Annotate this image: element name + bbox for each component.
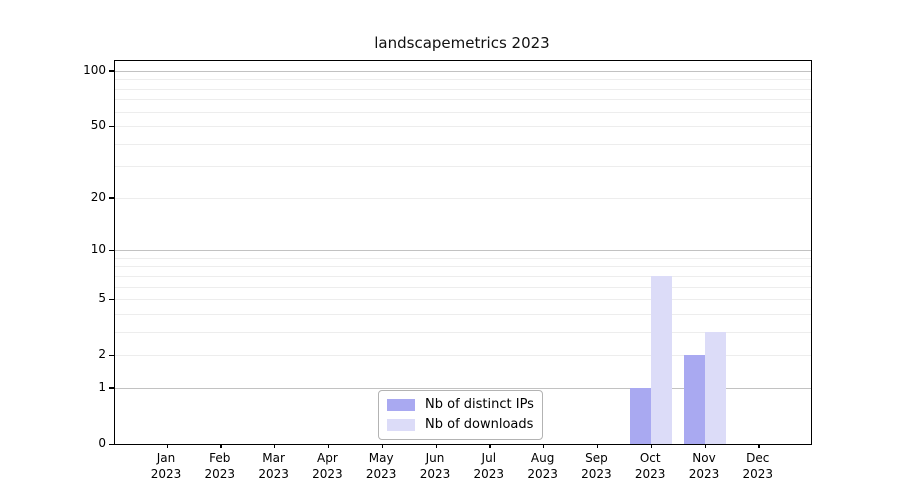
x-tick-label-month: Apr [317,451,338,465]
x-tick-label-year: 2023 [419,467,451,481]
y-gridline [115,143,811,145]
y-tick-mark [108,443,114,445]
x-tick-mark [435,444,437,448]
x-tick-label: Feb 2023 [192,450,248,482]
y-tick-mark [108,197,114,199]
x-tick-label: Jun 2023 [407,450,463,482]
x-tick-label: Jul 2023 [461,450,517,482]
x-tick-label-year: 2023 [312,467,343,481]
y-tick-label: 1 [98,379,106,394]
y-gridline [115,257,811,259]
x-tick-label-year: 2023 [688,467,720,481]
legend-label: Nb of distinct IPs [425,397,534,412]
x-tick-label-year: 2023 [258,467,289,481]
x-tick-label-month: Oct [639,451,661,465]
x-tick-label-year: 2023 [473,467,505,481]
y-tick-label: 2 [98,347,106,362]
y-tick-label: 50 [90,118,106,132]
y-gridline [115,126,811,127]
y-gridline [115,299,811,301]
x-tick-mark [381,444,384,448]
x-tick-label-year: 2023 [365,467,397,481]
y-gridline [115,111,811,113]
y-gridline [115,166,811,168]
x-tick-label-month: Nov [692,451,716,465]
x-tick-label-year: 2023 [204,467,236,481]
x-tick-label-month: Jun [425,451,445,465]
y-gridline [115,197,811,199]
x-tick-label: Jan 2023 [138,450,194,482]
y-tick-label: 20 [90,189,106,204]
y-gridline [115,88,811,90]
x-tick-mark [543,444,545,448]
chart-title: landscapemetrics 2023 [374,34,550,52]
x-tick-label: Apr 2023 [299,450,355,482]
y-tick-mark [108,70,114,72]
legend-item-distinct-ips: Nb of distinct IPs [385,395,536,415]
x-tick-label: Oct 2023 [622,450,678,482]
x-tick-mark [758,444,760,448]
x-tick-label-month: Jul [481,451,497,465]
x-tick-mark [274,444,276,448]
x-tick-label: May 2023 [353,450,409,482]
y-tick-label: 10 [90,242,106,257]
y-tick-mark [108,387,114,389]
legend-swatch-icon [387,419,415,431]
legend-swatch-icon [387,399,415,411]
y-gridline [115,99,811,101]
x-tick-mark [704,444,706,448]
x-tick-label-month: Jan [156,451,176,465]
y-gridline [115,250,811,252]
x-tick-mark [220,444,222,448]
x-tick-label: Dec 2023 [730,450,786,482]
legend: Nb of distinct IPs Nb of downloads [378,390,543,440]
y-gridline [115,266,811,268]
y-gridline [115,313,811,315]
x-tick-mark [596,444,599,448]
y-tick-mark [108,298,114,300]
x-tick-mark [650,444,653,448]
y-gridline [115,275,811,277]
legend-item-downloads: Nb of downloads [385,415,536,435]
y-tick-label: 100 [83,62,106,77]
x-tick-label-month: Sep [585,451,608,465]
x-tick-label: Nov 2023 [676,450,732,482]
y-gridline [115,331,811,333]
x-tick-label: Sep 2023 [568,450,624,482]
x-tick-label-year: 2023 [527,467,558,481]
x-tick-mark [166,444,168,448]
x-tick-label-month: Dec [746,451,770,465]
plot-area [108,60,812,448]
y-gridline [115,286,811,288]
bar-distinct-ips [630,387,652,444]
x-tick-label: Aug 2023 [515,450,571,482]
legend-label: Nb of downloads [425,417,534,432]
y-gridline [115,355,811,357]
x-tick-label-month: May [368,451,394,465]
x-tick-mark [327,444,330,448]
bar-distinct-ips [684,355,705,444]
x-tick-label-month: Aug [530,451,555,465]
x-tick-label-year: 2023 [150,467,182,481]
y-gridline [115,70,811,72]
bar-downloads [651,275,673,444]
x-tick-label-year: 2023 [742,467,774,481]
y-tick-label: 0 [98,436,106,450]
bar-downloads [705,331,726,444]
x-tick-mark [489,444,491,448]
x-tick-label-month: Mar [262,451,285,465]
x-tick-label-year: 2023 [634,467,666,481]
y-tick-mark [108,354,114,357]
y-tick-mark [108,249,114,251]
y-tick-label: 5 [98,291,106,306]
y-gridline [115,387,811,389]
y-gridline [115,79,811,81]
x-tick-label-month: Feb [209,451,231,465]
x-tick-label: Mar 2023 [246,450,302,482]
y-tick-mark [108,125,114,127]
x-tick-label-year: 2023 [581,467,612,481]
